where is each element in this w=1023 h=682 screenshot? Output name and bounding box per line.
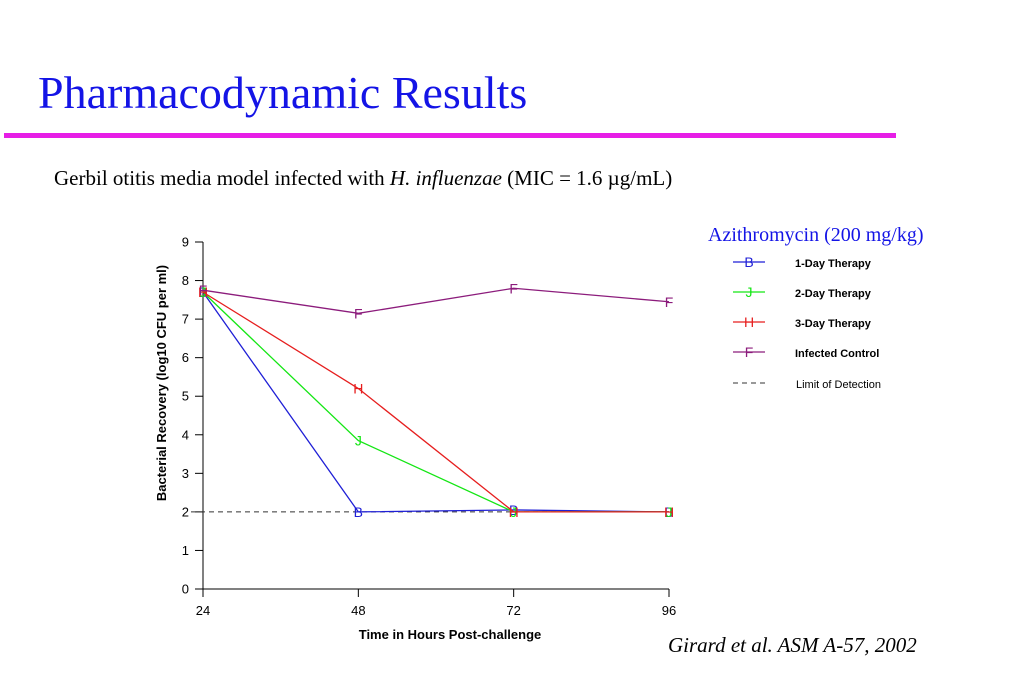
y-tick-label: 6 xyxy=(182,350,189,365)
slide-title: Pharmacodynamic Results xyxy=(38,67,528,118)
y-tick-label: 4 xyxy=(182,427,189,442)
legend-marker: H xyxy=(744,314,754,330)
y-tick-label: 7 xyxy=(182,312,189,327)
data-point-marker: F xyxy=(354,305,363,321)
data-point-marker: H xyxy=(509,504,519,520)
data-point-marker: B xyxy=(354,504,363,520)
legend-marker: J xyxy=(746,284,753,300)
series-line-infected-control xyxy=(202,287,670,314)
y-tick-label: 0 xyxy=(182,582,189,597)
citation: Girard et al. ASM A-57, 2002 xyxy=(668,633,917,657)
y-tick-label: 1 xyxy=(182,543,189,558)
legend-marker: B xyxy=(744,254,753,270)
slide-subtitle: Gerbil otitis media model infected with … xyxy=(54,166,672,191)
data-point-marker: F xyxy=(509,280,518,296)
data-point-marker: H xyxy=(353,381,363,397)
y-tick-label: 2 xyxy=(182,504,189,519)
legend-label: 3-Day Therapy xyxy=(795,318,872,330)
drug-label: Azithromycin (200 mg/kg) xyxy=(708,224,924,246)
x-tick-label: 96 xyxy=(662,603,676,618)
legend-label: Infected Control xyxy=(795,348,879,360)
x-tick-label: 24 xyxy=(196,603,210,618)
y-tick-label: 9 xyxy=(182,235,189,250)
x-tick-label: 48 xyxy=(351,603,365,618)
subtitle-organism: H. influenzae xyxy=(389,166,502,190)
series-line-2-day-therapy xyxy=(202,291,669,513)
data-point-marker: F xyxy=(199,282,208,298)
legend-label: 2-Day Therapy xyxy=(795,288,872,300)
x-tick-label: 72 xyxy=(506,603,520,618)
y-tick-label: 3 xyxy=(182,466,189,481)
data-point-marker: H xyxy=(198,284,208,300)
data-point-marker: B xyxy=(509,502,518,518)
subtitle-text: Gerbil otitis media model infected with xyxy=(54,166,390,190)
subtitle-mic: (MIC = 1.6 µg/mL) xyxy=(501,166,673,190)
title-underline xyxy=(4,133,896,138)
legend-marker: F xyxy=(745,344,754,360)
y-tick-label: 5 xyxy=(182,389,189,404)
data-point-marker: J xyxy=(355,433,362,449)
legend-label-limit: Limit of Detection xyxy=(796,379,881,391)
x-axis-title: Time in Hours Post-challenge xyxy=(359,627,542,642)
series-line-3-day-therapy xyxy=(202,291,669,513)
legend-label: 1-Day Therapy xyxy=(795,258,872,270)
y-axis-title: Bacterial Recovery (log10 CFU per ml) xyxy=(154,265,169,501)
data-point-marker: H xyxy=(664,504,674,520)
series-line-1-day-therapy xyxy=(202,291,670,513)
y-tick-label: 8 xyxy=(182,273,189,288)
data-point-marker: F xyxy=(665,294,674,310)
